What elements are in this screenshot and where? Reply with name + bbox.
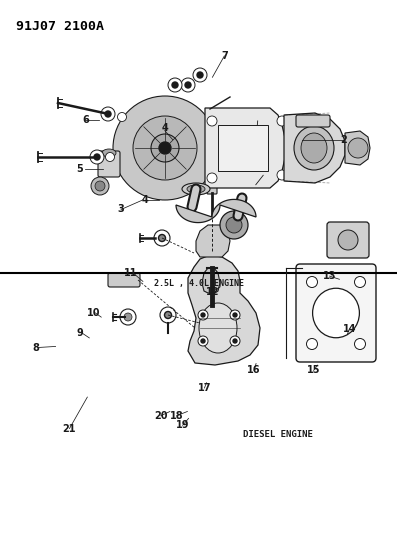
Polygon shape — [205, 108, 285, 188]
Polygon shape — [218, 125, 268, 171]
FancyBboxPatch shape — [207, 182, 217, 194]
Circle shape — [201, 339, 205, 343]
Polygon shape — [176, 199, 256, 223]
Circle shape — [306, 338, 318, 350]
Circle shape — [348, 138, 368, 158]
Polygon shape — [118, 107, 212, 191]
Text: 9: 9 — [76, 328, 83, 337]
Circle shape — [197, 72, 203, 78]
Text: 18: 18 — [170, 411, 183, 421]
Circle shape — [220, 211, 248, 239]
Circle shape — [159, 142, 171, 154]
Circle shape — [113, 96, 217, 200]
Circle shape — [198, 310, 208, 320]
Ellipse shape — [301, 133, 327, 163]
Ellipse shape — [312, 288, 359, 338]
Text: 2.5L , 4.0L ENGINE: 2.5L , 4.0L ENGINE — [154, 279, 243, 288]
Polygon shape — [284, 113, 345, 183]
Text: 15: 15 — [307, 366, 320, 375]
Circle shape — [168, 78, 182, 92]
Text: 12: 12 — [206, 287, 219, 296]
Text: 19: 19 — [176, 421, 189, 430]
Circle shape — [133, 116, 197, 180]
Circle shape — [101, 107, 115, 121]
Circle shape — [118, 112, 127, 122]
Text: 16: 16 — [247, 366, 261, 375]
Circle shape — [207, 173, 217, 183]
Text: DIESEL ENGINE: DIESEL ENGINE — [243, 430, 313, 439]
Text: 4: 4 — [141, 195, 148, 205]
Circle shape — [226, 217, 242, 233]
Circle shape — [164, 311, 172, 319]
Circle shape — [181, 78, 195, 92]
Text: 7: 7 — [221, 51, 228, 61]
Circle shape — [106, 152, 114, 161]
Ellipse shape — [199, 303, 237, 353]
FancyBboxPatch shape — [296, 115, 330, 127]
Text: 14: 14 — [343, 324, 356, 334]
Text: 11: 11 — [124, 268, 138, 278]
Circle shape — [233, 339, 237, 343]
Text: 8: 8 — [32, 343, 39, 352]
Polygon shape — [202, 268, 220, 293]
Polygon shape — [188, 255, 260, 365]
Text: 4: 4 — [161, 123, 168, 133]
Circle shape — [230, 336, 240, 346]
Circle shape — [306, 277, 318, 287]
Ellipse shape — [187, 185, 205, 193]
Circle shape — [338, 230, 358, 250]
Text: 17: 17 — [198, 383, 211, 393]
Circle shape — [198, 336, 208, 346]
Polygon shape — [196, 225, 230, 257]
Circle shape — [151, 134, 179, 162]
Circle shape — [172, 82, 178, 88]
Circle shape — [355, 338, 366, 350]
Text: 21: 21 — [63, 424, 76, 433]
Circle shape — [105, 111, 111, 117]
Ellipse shape — [182, 183, 210, 195]
FancyBboxPatch shape — [327, 222, 369, 258]
Text: 10: 10 — [87, 308, 100, 318]
Text: 91J07 2100A: 91J07 2100A — [16, 20, 104, 33]
Circle shape — [201, 313, 205, 317]
Circle shape — [193, 68, 207, 82]
Text: 13: 13 — [323, 271, 336, 281]
Circle shape — [160, 307, 176, 323]
Text: 2: 2 — [340, 135, 347, 144]
Circle shape — [277, 116, 287, 126]
Circle shape — [91, 177, 109, 195]
Circle shape — [185, 82, 191, 88]
FancyBboxPatch shape — [296, 264, 376, 362]
Circle shape — [355, 277, 366, 287]
Text: 3: 3 — [118, 205, 125, 214]
Circle shape — [277, 170, 287, 180]
FancyBboxPatch shape — [98, 151, 120, 177]
Circle shape — [124, 313, 132, 321]
Text: 5: 5 — [76, 165, 83, 174]
Circle shape — [233, 313, 237, 317]
Polygon shape — [345, 131, 370, 165]
Circle shape — [230, 310, 240, 320]
Circle shape — [120, 309, 136, 325]
Circle shape — [95, 181, 105, 191]
Circle shape — [158, 235, 166, 241]
Ellipse shape — [102, 149, 116, 157]
FancyBboxPatch shape — [108, 273, 140, 287]
Ellipse shape — [294, 126, 334, 170]
Text: 20: 20 — [154, 411, 168, 421]
Circle shape — [154, 230, 170, 246]
Circle shape — [207, 116, 217, 126]
Circle shape — [90, 150, 104, 164]
Circle shape — [94, 154, 100, 160]
Text: 6: 6 — [82, 115, 89, 125]
